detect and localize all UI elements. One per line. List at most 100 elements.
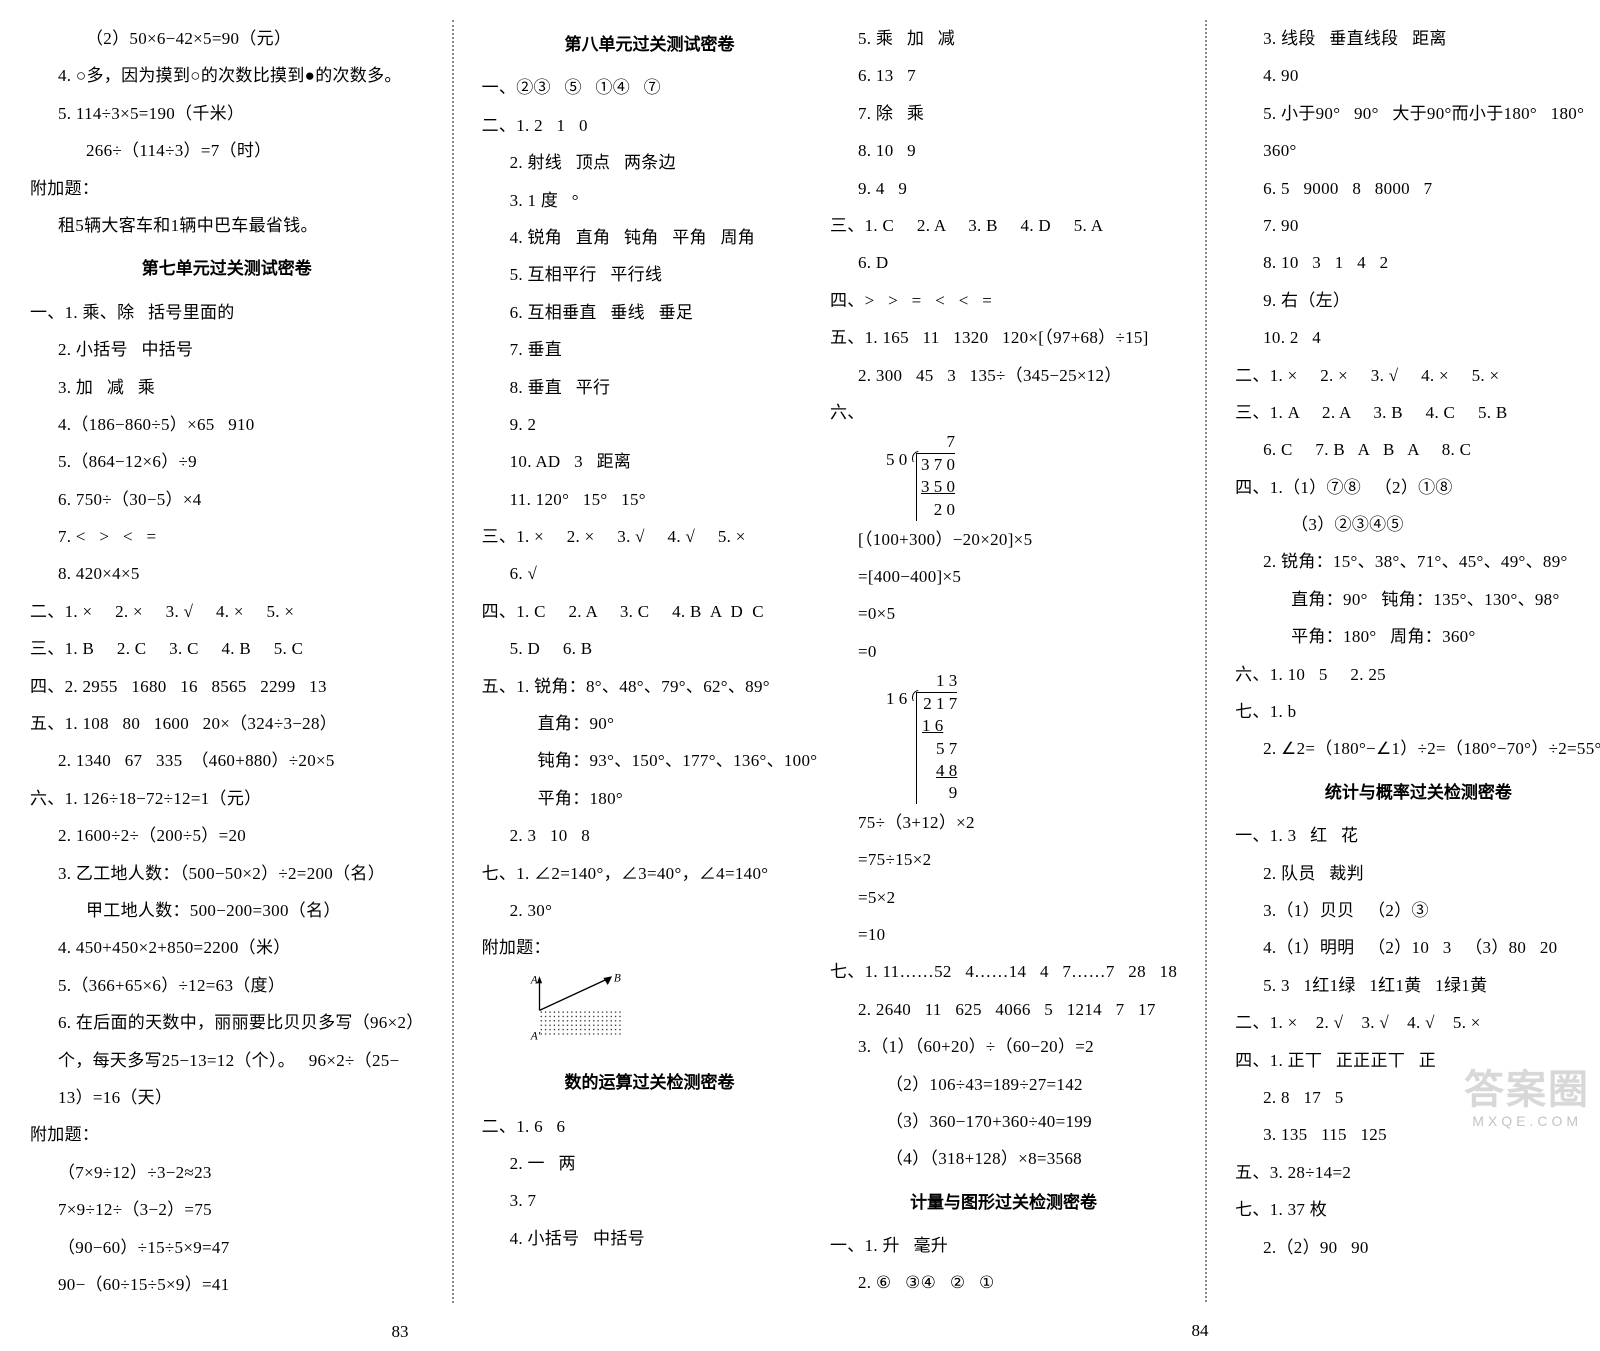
text-line: 2. 小括号 中括号 xyxy=(30,331,424,368)
text-line: 4. 锐角 直角 钝角 平角 周角 xyxy=(482,219,818,256)
text-line: 二、1. × 2. × 3. √ 4. × 5. × xyxy=(1235,357,1600,394)
text-line: 七、1. 37 枚 xyxy=(1235,1191,1600,1228)
text-line: 附加题： xyxy=(482,929,818,966)
text-line: （2）106÷43=189÷27=142 xyxy=(830,1066,1177,1103)
text-line: （4）（318+128）×8=3568 xyxy=(830,1140,1177,1177)
text-line: =0 xyxy=(830,633,1177,670)
text-line: 2. 3 10 8 xyxy=(482,817,818,854)
text-line: 90−（60÷15÷5×9）=41 xyxy=(30,1266,424,1303)
text-line: 13）=16（天） xyxy=(30,1079,424,1116)
text-line: 8. 垂直 平行 xyxy=(482,369,818,406)
text-line: 3. 1 度 ° xyxy=(482,182,818,219)
text-line: 三、1. C 2. A 3. B 4. D 5. A xyxy=(830,207,1177,244)
text-line: =[400−400]×5 xyxy=(830,558,1177,595)
text-line: 75÷（3+12）×2 xyxy=(830,804,1177,841)
text-line: 七、1. b xyxy=(1235,693,1600,730)
page-number-left: 83 xyxy=(30,1303,770,1350)
page-left-col2: 第八单元过关测试密卷 一、②③ ⑤ ①④ ⑦二、1. 2 1 02. 射线 顶点… xyxy=(482,20,818,1303)
text-line: 二、1. 6 6 xyxy=(482,1108,818,1145)
text-line: 6. D xyxy=(830,244,1177,281)
page-left-col1: （2）50×6−42×5=90（元）4. ○多，因为摸到○的次数比摸到●的次数多… xyxy=(30,20,424,1303)
text-line: 2. 1340 67 335 （460+880）÷20×5 xyxy=(30,742,424,779)
text-line: 七、1. ∠2=140°，∠3=40°，∠4=140° xyxy=(482,855,818,892)
text-line: 360° xyxy=(1235,132,1600,169)
watermark-url: MXQE.COM xyxy=(1472,1106,1582,1137)
text-line: 3.（1）贝贝 （2）③ xyxy=(1235,892,1600,929)
text-line: 四、1.（1）⑦⑧ （2）①⑧ xyxy=(1235,469,1600,506)
section-title-measure-shape: 计量与图形过关检测密卷 xyxy=(830,1184,1177,1221)
text-line: 七、1. 11……52 4……14 4 7……7 28 18 xyxy=(830,953,1177,990)
text-line: 7. 除 乘 xyxy=(830,95,1177,132)
text-line: 4. 小括号 中括号 xyxy=(482,1220,818,1257)
text-line: 9. 右（左） xyxy=(1235,282,1600,319)
text-line: 钝角：93°、150°、177°、136°、100° xyxy=(482,742,818,779)
text-line: 2.（2）90 90 xyxy=(1235,1229,1600,1266)
text-line: 2. 锐角：15°、38°、71°、45°、49°、89° xyxy=(1235,543,1600,580)
text-line: 6. 13 7 xyxy=(830,57,1177,94)
text-line: （3）360−170+360÷40=199 xyxy=(830,1103,1177,1140)
text-line: （7×9÷12）÷3−2≈23 xyxy=(30,1154,424,1191)
text-line: 四、1. C 2. A 3. C 4. B A D C xyxy=(482,593,818,630)
text-line: 直角：90° xyxy=(482,705,818,742)
text-line: 一、1. 乘、除 括号里面的 xyxy=(30,294,424,331)
long-division-2: 1 6 1 3 2 1 7 1 6 5 7 4 8 9 xyxy=(830,670,1177,804)
long-division-1: 5 0 7 3 7 0 3 5 0 2 0 xyxy=(830,431,1177,520)
text-line: 5. 互相平行 平行线 xyxy=(482,256,818,293)
text-line: 二、1. × 2. √ 3. √ 4. √ 5. × xyxy=(1235,1004,1600,1041)
text-line: 2. ⑥ ③④ ② ① xyxy=(830,1264,1177,1301)
text-line: 7. 90 xyxy=(1235,207,1600,244)
section-title-number-ops: 数的运算过关检测密卷 xyxy=(482,1064,818,1101)
text-line: 9. 4 9 xyxy=(830,170,1177,207)
text-line: 7. < > < = xyxy=(30,518,424,555)
text-line: 4. ○多，因为摸到○的次数比摸到●的次数多。 xyxy=(30,57,424,94)
text-line: 四、> > = < < = xyxy=(830,282,1177,319)
text-line: 租5辆大客车和1辆中巴车最省钱。 xyxy=(30,207,424,244)
text-line: 4. 90 xyxy=(1235,57,1600,94)
text-line: 8. 420×4×5 xyxy=(30,555,424,592)
text-line: 五、1. 165 11 1320 120×[（97+68）÷15] xyxy=(830,319,1177,356)
text-line: 4.（186−860÷5）×65 910 xyxy=(30,406,424,443)
text-line: 一、1. 升 毫升 xyxy=(830,1227,1177,1264)
text-line: 4.（1）明明 （2）10 3 （3）80 20 xyxy=(1235,929,1600,966)
text-line: 二、1. 2 1 0 xyxy=(482,107,818,144)
text-line: 8. 10 9 xyxy=(830,132,1177,169)
page-number-right: 84 xyxy=(830,1302,1570,1349)
text-line: 4. 450+450×2+850=2200（米） xyxy=(30,929,424,966)
text-line: （90−60）÷15÷5×9=47 xyxy=(30,1229,424,1266)
text-line: 平角：180° 周角：360° xyxy=(1235,618,1600,655)
text-line: 二、1. × 2. × 3. √ 4. × 5. × xyxy=(30,593,424,630)
text-line: 2. 1600÷2÷（200÷5）=20 xyxy=(30,817,424,854)
text-line: 四、2. 2955 1680 16 8565 2299 13 xyxy=(30,668,424,705)
text-line: 2. ∠2=（180°−∠1）÷2=（180°−70°）÷2=55° xyxy=(1235,730,1600,767)
text-line: 11. 120° 15° 15° xyxy=(482,481,818,518)
text-line: 2. 一 两 xyxy=(482,1145,818,1182)
text-line: 5.（366+65×6）÷12=63（度） xyxy=(30,967,424,1004)
text-line: 6. 750÷（30−5）×4 xyxy=(30,481,424,518)
text-line: 3.（1）（60+20）÷（60−20）=2 xyxy=(830,1028,1177,1065)
text-line: 6. C 7. B A B A 8. C xyxy=(1235,431,1600,468)
section-title-unit7: 第七单元过关测试密卷 xyxy=(30,250,424,287)
text-line: 5. 114÷3×5=190（千米） xyxy=(30,95,424,132)
column-divider xyxy=(452,20,454,1303)
text-line: 5. 3 1红1绿 1红1黄 1绿1黄 xyxy=(1235,967,1600,1004)
text-line: 266÷（114÷3）=7（时） xyxy=(30,132,424,169)
text-line: 2. 射线 顶点 两条边 xyxy=(482,144,818,181)
text-line: 5. D 6. B xyxy=(482,630,818,667)
text-line: 三、1. A 2. A 3. B 4. C 5. B xyxy=(1235,394,1600,431)
text-line: 附加题： xyxy=(30,170,424,207)
text-line: =10 xyxy=(830,916,1177,953)
angle-diagram: A B A' xyxy=(522,971,662,1041)
text-line: 三、1. B 2. C 3. C 4. B 5. C xyxy=(30,630,424,667)
text-line: 5.（864−12×6）÷9 xyxy=(30,443,424,480)
text-line: 一、1. 3 红 花 xyxy=(1235,817,1600,854)
text-line: 9. 2 xyxy=(482,406,818,443)
text-line: 六、1. 126÷18−72÷12=1（元） xyxy=(30,780,424,817)
text-line: 六、1. 10 5 2. 25 xyxy=(1235,656,1600,693)
text-line: 6. 互相垂直 垂线 垂足 xyxy=(482,294,818,331)
text-line: 3. 线段 垂直线段 距离 xyxy=(1235,20,1600,57)
page-left: （2）50×6−42×5=90（元）4. ○多，因为摸到○的次数比摸到●的次数多… xyxy=(0,0,800,1142)
text-line: 五、3. 28÷14=2 xyxy=(1235,1154,1600,1191)
svg-text:A: A xyxy=(529,974,537,986)
svg-text:A': A' xyxy=(529,1030,540,1041)
text-line: 6. √ xyxy=(482,555,818,592)
